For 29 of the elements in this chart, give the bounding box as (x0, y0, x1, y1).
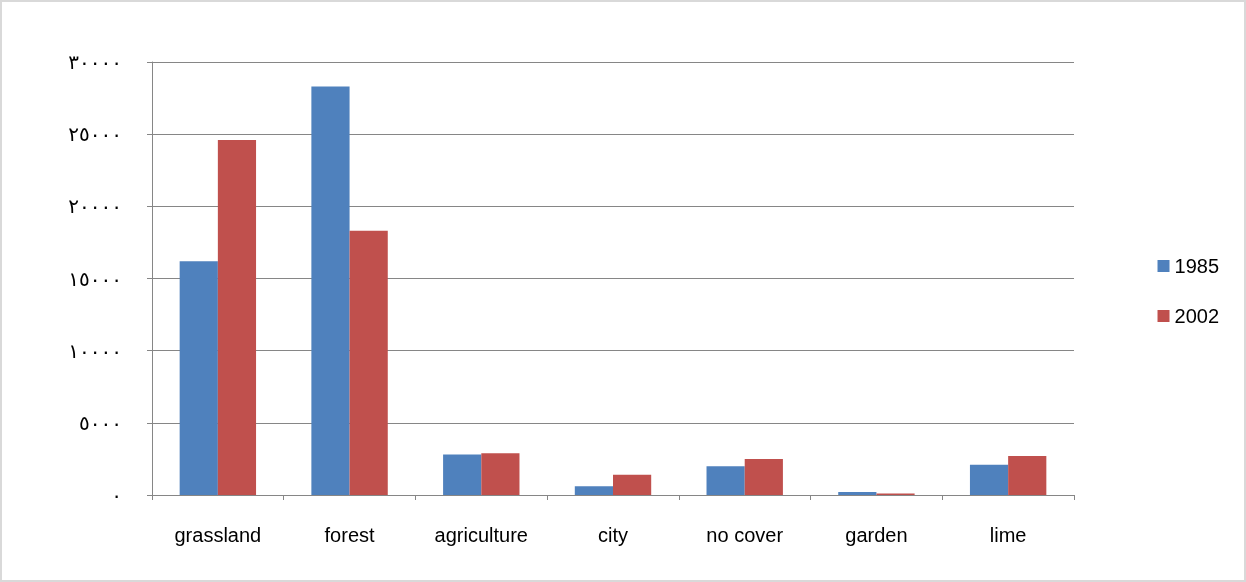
bar (838, 492, 877, 495)
x-tick-label: lime (989, 524, 1027, 546)
bar (179, 261, 218, 495)
bar (613, 474, 652, 495)
y-tick-label: ٢٠٠٠٠ (68, 195, 122, 218)
bar (969, 464, 1009, 495)
bar (443, 454, 482, 495)
bar (481, 453, 520, 495)
y-tick-label: ٣٠٠٠٠ (68, 51, 122, 73)
y-tick-label: ٥٠٠٠ (79, 411, 122, 434)
bar (574, 486, 613, 495)
bar (706, 466, 745, 495)
x-tick-label: grassland (174, 524, 262, 546)
y-tick-label: ١٠٠٠٠ (68, 339, 122, 362)
bar (311, 86, 350, 495)
y-tick-label: ٢٥٠٠٠ (68, 123, 122, 146)
x-tick-label: forest (324, 524, 376, 546)
legend-label: 1985 (1174, 255, 1220, 277)
x-tick-label: city (598, 524, 628, 546)
legend-label: 2002 (1174, 305, 1220, 327)
x-tick-label: no cover (706, 524, 784, 546)
bar (349, 230, 388, 495)
y-tick-label: ٠ (111, 484, 122, 506)
x-tick-label: agriculture (434, 524, 528, 546)
x-tick-label: garden (845, 524, 908, 546)
bar (1008, 456, 1047, 495)
bar (744, 458, 783, 495)
y-tick-label: ١٥٠٠٠ (68, 267, 122, 290)
bar (217, 139, 257, 495)
